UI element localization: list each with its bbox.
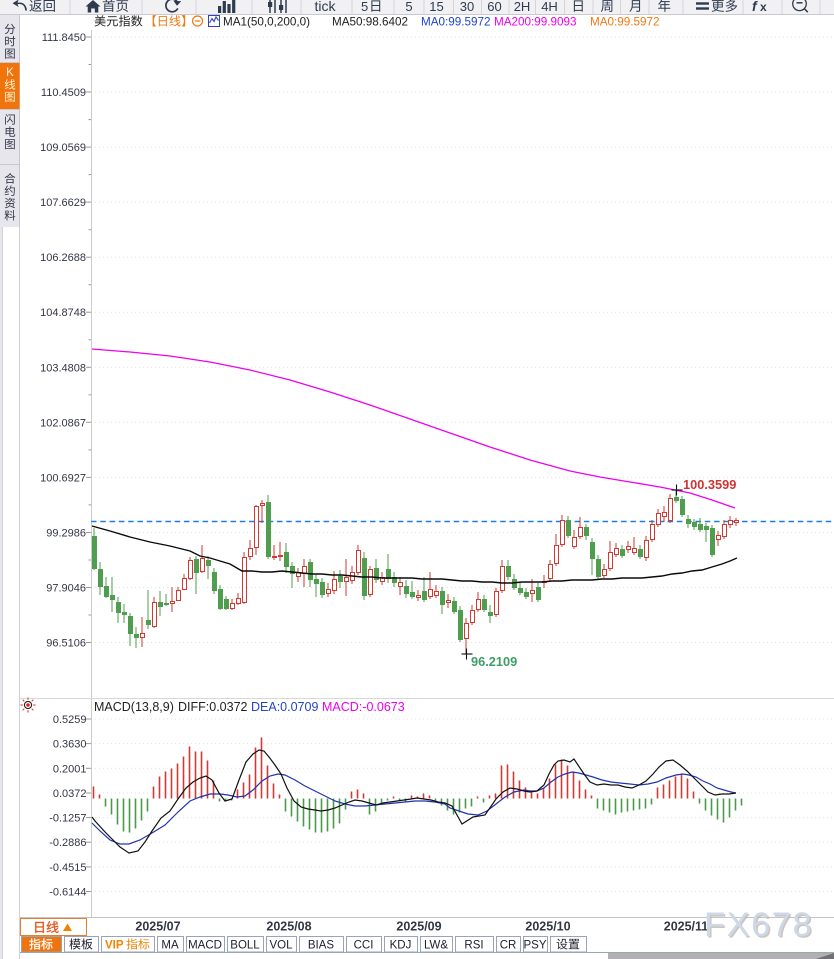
svg-text:107.6629: 107.6629	[40, 197, 86, 209]
svg-text:104.8748: 104.8748	[40, 307, 86, 319]
svg-text:MACD: MACD	[188, 940, 222, 952]
svg-text:60: 60	[487, 0, 501, 14]
svg-text:MA0:99.5972: MA0:99.5972	[421, 16, 491, 29]
svg-text:FX678: FX678	[706, 908, 815, 946]
svg-text:-0.2886: -0.2886	[49, 837, 86, 849]
svg-text:f: f	[752, 0, 758, 14]
svg-text:CCI: CCI	[354, 940, 374, 952]
svg-text:103.4808: 103.4808	[40, 362, 86, 374]
svg-text:-0.1257: -0.1257	[49, 813, 86, 825]
svg-text:2025/07: 2025/07	[135, 920, 180, 934]
svg-text:KDJ: KDJ	[390, 940, 412, 952]
svg-text:x: x	[760, 0, 767, 14]
svg-text:MA200:99.9093: MA200:99.9093	[494, 16, 577, 29]
svg-text:110.4509: 110.4509	[41, 87, 86, 99]
svg-text:BOLL: BOLL	[230, 940, 260, 952]
svg-text:96.5106: 96.5106	[46, 638, 86, 650]
svg-text:LW&: LW&	[424, 940, 448, 952]
svg-text:99.2986: 99.2986	[46, 528, 86, 540]
svg-text:MA0:99.5972: MA0:99.5972	[590, 16, 660, 29]
svg-text:2025/11: 2025/11	[664, 920, 709, 934]
svg-text:15: 15	[429, 0, 443, 14]
svg-text:0.2001: 0.2001	[53, 763, 87, 775]
svg-text:-0.4515: -0.4515	[49, 862, 86, 874]
svg-text:tick: tick	[315, 0, 337, 14]
svg-text:PSY: PSY	[523, 940, 546, 952]
svg-text:100.6927: 100.6927	[40, 472, 86, 484]
svg-text:0.5259: 0.5259	[53, 714, 87, 726]
svg-text:97.9046: 97.9046	[46, 583, 86, 595]
svg-text:0.0372: 0.0372	[53, 788, 87, 800]
svg-text:2025/09: 2025/09	[396, 920, 441, 934]
svg-text:5: 5	[361, 0, 368, 14]
svg-text:30: 30	[460, 0, 474, 14]
svg-text:K: K	[6, 67, 14, 79]
svg-text:5: 5	[405, 0, 412, 14]
svg-text:DEA:0.0709: DEA:0.0709	[251, 700, 318, 714]
svg-text:0.3630: 0.3630	[53, 739, 87, 751]
svg-text:2H: 2H	[514, 0, 531, 14]
svg-text:100.3599: 100.3599	[683, 477, 736, 492]
svg-text:MACD:-0.0673: MACD:-0.0673	[322, 700, 405, 714]
svg-text:2025/08: 2025/08	[266, 920, 311, 934]
svg-text:2025/10: 2025/10	[525, 920, 570, 934]
svg-text:FX678: FX678	[704, 906, 813, 944]
svg-text:CR: CR	[500, 940, 517, 952]
svg-text:96.2109: 96.2109	[471, 654, 517, 669]
svg-text:-0.6144: -0.6144	[49, 887, 86, 899]
svg-text:102.0867: 102.0867	[40, 417, 86, 429]
svg-text:BIAS: BIAS	[308, 940, 335, 952]
svg-text:MA1(50,0,200,0): MA1(50,0,200,0)	[223, 16, 310, 29]
svg-text:MA50:98.6402: MA50:98.6402	[332, 16, 408, 29]
svg-text:111.8450: 111.8450	[42, 32, 86, 44]
svg-text:MA: MA	[161, 940, 179, 952]
svg-text:106.2688: 106.2688	[40, 252, 86, 264]
svg-text:109.0569: 109.0569	[40, 142, 86, 154]
svg-text:VOL: VOL	[269, 940, 293, 952]
svg-text:RSI: RSI	[464, 940, 483, 952]
svg-text:VIP: VIP	[105, 940, 124, 952]
svg-text:DIFF:0.0372: DIFF:0.0372	[178, 700, 248, 714]
svg-text:4H: 4H	[541, 0, 558, 14]
svg-text:MACD(13,8,9): MACD(13,8,9)	[94, 700, 174, 714]
